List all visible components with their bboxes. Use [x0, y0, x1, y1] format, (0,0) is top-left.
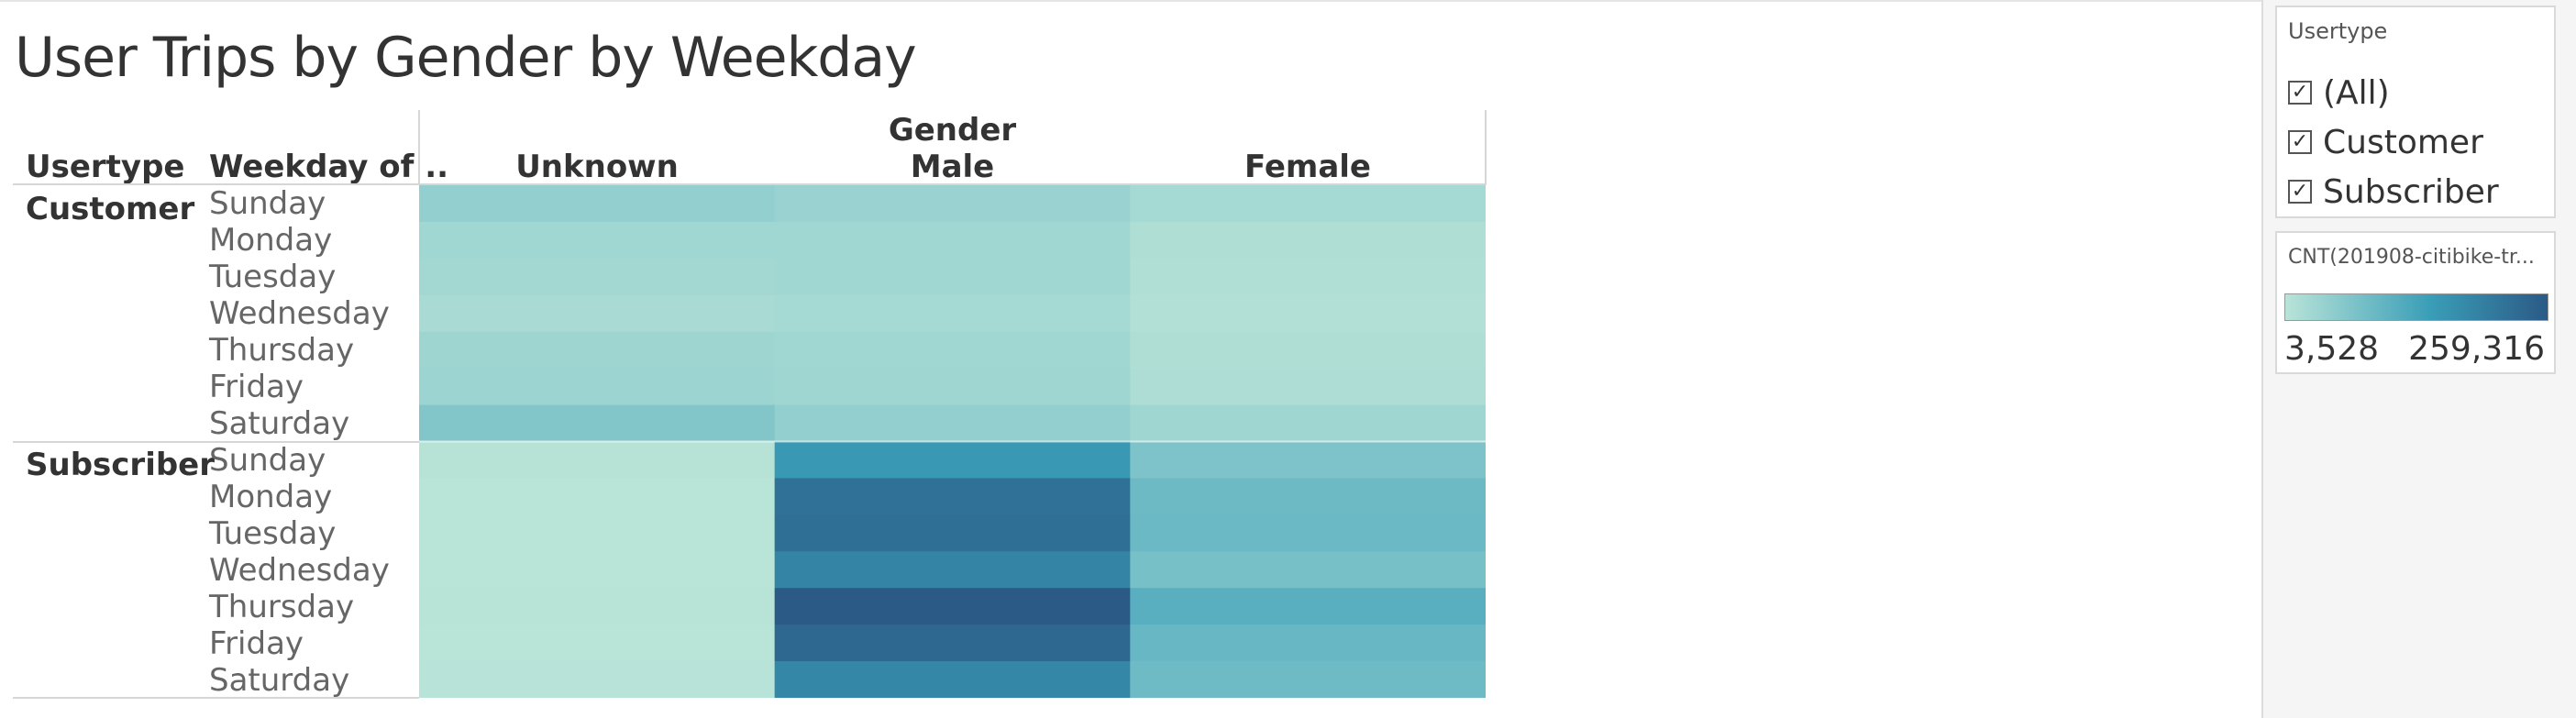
header-gender: Gender — [888, 112, 1017, 149]
col-header-male[interactable]: Male — [910, 149, 995, 185]
heatmap-cell-subscriber-wednesday-unknown[interactable] — [419, 551, 776, 589]
heatmap-cell-subscriber-thursday-female[interactable] — [1130, 588, 1486, 625]
group-label-customer[interactable]: Customer — [26, 191, 195, 227]
heatmap-cell-customer-monday-male[interactable] — [774, 221, 1131, 260]
heatmap-cell-subscriber-sunday-male[interactable] — [774, 441, 1131, 480]
top-divider — [0, 0, 2261, 2]
heatmap-cell-subscriber-sunday-unknown[interactable] — [419, 441, 776, 480]
heatmap-cell-customer-wednesday-male[interactable] — [774, 294, 1131, 333]
legend-min: 3,528 — [2284, 330, 2380, 368]
heatmap-cell-subscriber-saturday-unknown[interactable] — [419, 661, 776, 698]
heatmap-cell-subscriber-wednesday-male[interactable] — [774, 551, 1131, 589]
filter-item-subscriber[interactable]: ✓ Subscriber — [2288, 171, 2499, 213]
heatmap-cell-subscriber-monday-female[interactable] — [1130, 478, 1486, 515]
heatmap-cell-customer-thursday-male[interactable] — [774, 331, 1131, 370]
heatmap-cell-subscriber-tuesday-female[interactable] — [1130, 514, 1486, 552]
legend-gradient-bar — [2284, 293, 2548, 321]
row-label: Saturday — [209, 405, 350, 442]
header-left-rule — [418, 110, 420, 185]
heatmap-cell-subscriber-thursday-unknown[interactable] — [419, 588, 776, 625]
heatmap-cell-customer-sunday-female[interactable] — [1130, 185, 1486, 223]
heatmap-cell-subscriber-friday-unknown[interactable] — [419, 624, 776, 662]
heatmap-cell-customer-wednesday-unknown[interactable] — [419, 294, 776, 333]
heatmap-cell-subscriber-monday-male[interactable] — [774, 478, 1131, 515]
header-right-rule — [1485, 110, 1487, 185]
heatmap-cell-customer-sunday-male[interactable] — [774, 185, 1131, 223]
row-label: Tuesday — [209, 259, 337, 295]
filter-item-all[interactable]: ✓ (All) — [2288, 72, 2390, 114]
heatmap-cell-customer-tuesday-female[interactable] — [1130, 258, 1486, 296]
col-header-unknown[interactable]: Unknown — [515, 149, 679, 185]
row-label: Sunday — [209, 442, 326, 479]
heatmap-cell-subscriber-saturday-male[interactable] — [774, 661, 1131, 698]
header-usertype: Usertype — [26, 149, 185, 185]
heatmap-cell-subscriber-wednesday-female[interactable] — [1130, 551, 1486, 589]
row-label: Monday — [209, 222, 333, 259]
heatmap-cell-customer-friday-unknown[interactable] — [419, 368, 776, 406]
heatmap-cell-subscriber-friday-male[interactable] — [774, 624, 1131, 662]
header-weekday[interactable]: Weekday of .. — [209, 149, 449, 185]
legend-title: CNT(201908-citibike-tr... — [2288, 246, 2535, 269]
heatmap-cell-subscriber-thursday-male[interactable] — [774, 588, 1131, 625]
row-label: Wednesday — [209, 295, 390, 332]
row-label: Thursday — [209, 332, 355, 369]
col-header-female[interactable]: Female — [1244, 149, 1371, 185]
heatmap-cell-customer-thursday-unknown[interactable] — [419, 331, 776, 370]
heatmap-cell-subscriber-monday-unknown[interactable] — [419, 478, 776, 515]
heatmap-cell-customer-saturday-female[interactable] — [1130, 404, 1486, 443]
checkbox-checked-icon[interactable]: ✓ — [2288, 130, 2312, 154]
row-label: Friday — [209, 369, 304, 405]
heatmap-cell-customer-friday-female[interactable] — [1130, 368, 1486, 406]
header-bottom-rule — [13, 183, 1487, 185]
heatmap-cell-subscriber-tuesday-unknown[interactable] — [419, 514, 776, 552]
group-divider — [13, 441, 419, 443]
heatmap-group-separator — [419, 440, 1486, 443]
filter-item-customer[interactable]: ✓ Customer — [2288, 121, 2483, 163]
checkbox-checked-icon[interactable]: ✓ — [2288, 180, 2312, 204]
heatmap — [419, 185, 1486, 698]
heatmap-cell-customer-wednesday-female[interactable] — [1130, 294, 1486, 333]
table-bottom-rule — [13, 697, 419, 699]
filter-item-label: Subscriber — [2323, 172, 2499, 211]
heatmap-cell-customer-monday-female[interactable] — [1130, 221, 1486, 260]
filter-item-label: Customer — [2323, 123, 2483, 161]
color-legend: CNT(201908-citibike-tr... 3,528 259,316 — [2275, 231, 2556, 374]
row-label: Saturday — [209, 662, 350, 699]
group-label-subscriber[interactable]: Subscriber — [26, 447, 216, 483]
heatmap-cell-customer-monday-unknown[interactable] — [419, 221, 776, 260]
legend-max: 259,316 — [2408, 330, 2545, 368]
heatmap-cell-customer-friday-male[interactable] — [774, 368, 1131, 406]
heatmap-cell-customer-tuesday-male[interactable] — [774, 258, 1131, 296]
heatmap-cell-subscriber-sunday-female[interactable] — [1130, 441, 1486, 480]
row-label: Thursday — [209, 589, 355, 625]
row-label: Wednesday — [209, 552, 390, 589]
filter-item-label: (All) — [2323, 73, 2390, 112]
row-label: Sunday — [209, 185, 326, 222]
heatmap-cell-subscriber-saturday-female[interactable] — [1130, 661, 1486, 698]
heatmap-cell-subscriber-friday-female[interactable] — [1130, 624, 1486, 662]
chart-title: User Trips by Gender by Weekday — [15, 26, 917, 90]
heatmap-cell-subscriber-tuesday-male[interactable] — [774, 514, 1131, 552]
heatmap-cell-customer-sunday-unknown[interactable] — [419, 185, 776, 223]
heatmap-cell-customer-tuesday-unknown[interactable] — [419, 258, 776, 296]
row-label: Monday — [209, 479, 333, 515]
heatmap-cell-customer-thursday-female[interactable] — [1130, 331, 1486, 370]
row-label: Friday — [209, 625, 304, 662]
row-label: Tuesday — [209, 515, 337, 552]
checkbox-checked-icon[interactable]: ✓ — [2288, 81, 2312, 105]
filter-title: Usertype — [2288, 18, 2388, 44]
heatmap-cell-customer-saturday-male[interactable] — [774, 404, 1131, 443]
usertype-filter: Usertype ✓ (All) ✓ Customer ✓ Subscriber — [2275, 6, 2556, 218]
heatmap-cell-customer-saturday-unknown[interactable] — [419, 404, 776, 443]
